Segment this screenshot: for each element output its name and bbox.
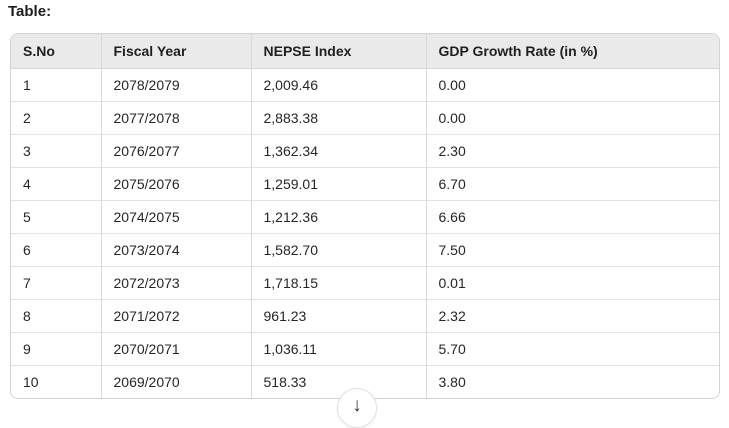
cell-nepse-index: 961.23 (250, 299, 426, 333)
cell-sno: 6 (11, 233, 101, 267)
cell-gdp-growth-rate: 0.01 (425, 266, 719, 300)
cell-gdp-growth-rate: 6.66 (425, 200, 719, 234)
data-table-container: S.No Fiscal Year NEPSE Index GDP Growth … (10, 33, 720, 399)
table-row: 5 2074/2075 1,212.36 6.66 (11, 200, 719, 234)
table-row: 2 2077/2078 2,883.38 0.00 (11, 101, 719, 135)
column-header-fiscal-year: Fiscal Year (100, 34, 251, 69)
cell-sno: 4 (11, 167, 101, 201)
cell-fiscal-year: 2076/2077 (100, 134, 251, 168)
page-title: Table: (8, 3, 52, 20)
cell-gdp-growth-rate: 2.30 (425, 134, 719, 168)
cell-nepse-index: 518.33 (250, 365, 426, 398)
cell-fiscal-year: 2071/2072 (100, 299, 251, 333)
cell-nepse-index: 1,718.15 (250, 266, 426, 300)
cell-nepse-index: 1,362.34 (250, 134, 426, 168)
table-row: 7 2072/2073 1,718.15 0.01 (11, 266, 719, 300)
cell-fiscal-year: 2073/2074 (100, 233, 251, 267)
table-row: 1 2078/2079 2,009.46 0.00 (11, 68, 719, 102)
scroll-down-button[interactable]: ↓ (337, 388, 377, 428)
cell-nepse-index: 2,883.38 (250, 101, 426, 135)
cell-sno: 2 (11, 101, 101, 135)
cell-fiscal-year: 2075/2076 (100, 167, 251, 201)
cell-nepse-index: 1,212.36 (250, 200, 426, 234)
table-row: 10 2069/2070 518.33 3.80 (11, 365, 719, 398)
cell-nepse-index: 1,259.01 (250, 167, 426, 201)
cell-nepse-index: 1,036.11 (250, 332, 426, 366)
table-row: 9 2070/2071 1,036.11 5.70 (11, 332, 719, 366)
cell-fiscal-year: 2070/2071 (100, 332, 251, 366)
column-header-nepse-index: NEPSE Index (250, 34, 426, 69)
cell-gdp-growth-rate: 5.70 (425, 332, 719, 366)
cell-fiscal-year: 2074/2075 (100, 200, 251, 234)
arrow-down-icon: ↓ (352, 394, 362, 416)
table-row: 8 2071/2072 961.23 2.32 (11, 299, 719, 333)
cell-gdp-growth-rate: 0.00 (425, 68, 719, 102)
cell-sno: 10 (11, 365, 101, 398)
cell-fiscal-year: 2078/2079 (100, 68, 251, 102)
cell-sno: 7 (11, 266, 101, 300)
cell-sno: 1 (11, 68, 101, 102)
cell-sno: 9 (11, 332, 101, 366)
table-row: 3 2076/2077 1,362.34 2.30 (11, 134, 719, 168)
cell-gdp-growth-rate: 6.70 (425, 167, 719, 201)
data-table: S.No Fiscal Year NEPSE Index GDP Growth … (11, 34, 719, 398)
column-header-sno: S.No (11, 34, 101, 69)
cell-fiscal-year: 2069/2070 (100, 365, 251, 398)
table-row: 6 2073/2074 1,582.70 7.50 (11, 233, 719, 267)
cell-gdp-growth-rate: 0.00 (425, 101, 719, 135)
cell-gdp-growth-rate: 7.50 (425, 233, 719, 267)
cell-nepse-index: 2,009.46 (250, 68, 426, 102)
cell-sno: 8 (11, 299, 101, 333)
cell-fiscal-year: 2077/2078 (100, 101, 251, 135)
cell-gdp-growth-rate: 3.80 (425, 365, 719, 398)
cell-sno: 3 (11, 134, 101, 168)
cell-fiscal-year: 2072/2073 (100, 266, 251, 300)
column-header-gdp-growth-rate: GDP Growth Rate (in %) (425, 34, 719, 69)
table-header-row: S.No Fiscal Year NEPSE Index GDP Growth … (11, 34, 719, 69)
cell-sno: 5 (11, 200, 101, 234)
cell-nepse-index: 1,582.70 (250, 233, 426, 267)
table-row: 4 2075/2076 1,259.01 6.70 (11, 167, 719, 201)
cell-gdp-growth-rate: 2.32 (425, 299, 719, 333)
